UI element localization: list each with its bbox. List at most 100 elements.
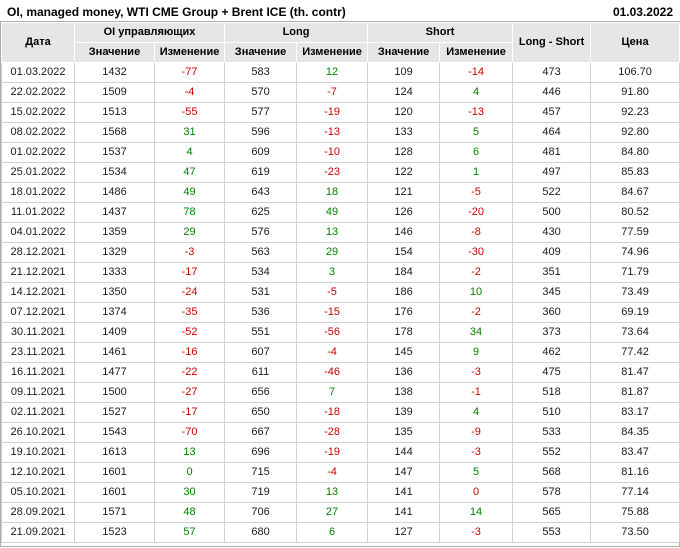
short-change-cell: -1 (439, 382, 514, 403)
long-value-cell: 551 (224, 322, 298, 343)
table-row: 09.11.2021 1500 -27 656 7 138 -1 518 81.87 (1, 382, 680, 403)
long-short-cell: 522 (512, 182, 592, 203)
long-change-cell: -28 (296, 422, 369, 443)
oi-change-cell: 13 (153, 442, 226, 463)
long-value-cell: 643 (224, 182, 298, 203)
long-value-cell: 563 (224, 242, 298, 263)
long-short-cell: 497 (512, 162, 592, 183)
short-change-cell: -3 (439, 362, 514, 383)
long-value-cell: 609 (224, 142, 298, 163)
column-header-date: Дата (1, 22, 75, 63)
long-short-cell: 518 (512, 382, 592, 403)
subheader-long-value: Значение (224, 42, 298, 63)
short-change-cell: 5 (439, 122, 514, 143)
oi-value-cell: 1350 (74, 282, 155, 303)
price-cell: 84.35 (590, 422, 680, 443)
price-cell: 73.64 (590, 322, 680, 343)
oi-change-cell: 0 (153, 462, 226, 483)
table-row: 15.02.2022 1513 -55 577 -19 120 -13 457 92.23 (1, 102, 680, 123)
long-change-cell: -18 (296, 402, 369, 423)
oi-change-cell: -55 (153, 102, 226, 123)
long-value-cell: 576 (224, 222, 298, 243)
table-row: 08.02.2022 1568 31 596 -13 133 5 464 92.80 (1, 122, 680, 143)
long-change-cell: 49 (296, 202, 369, 223)
date-cell: 21.12.2021 (1, 262, 75, 283)
short-change-cell: 34 (439, 322, 514, 343)
long-short-cell: 510 (512, 402, 592, 423)
oi-table: Дата OI управляющих Long Short Long - Sh… (1, 22, 680, 543)
table-row: 25.01.2022 1534 47 619 -23 122 1 497 85.83 (1, 162, 680, 183)
table-body: 01.03.2022 1432 -77 583 12 109 -14 473 106.70 22.… (1, 62, 680, 543)
short-change-cell: 10 (439, 282, 514, 303)
date-cell: 01.03.2022 (1, 62, 75, 83)
oi-change-cell: 57 (153, 522, 226, 543)
long-change-cell: -7 (296, 82, 369, 103)
short-change-cell: 6 (439, 142, 514, 163)
date-cell: 02.11.2021 (1, 402, 75, 423)
oi-value-cell: 1613 (74, 442, 155, 463)
long-value-cell: 680 (224, 522, 298, 543)
long-short-cell: 533 (512, 422, 592, 443)
table-row: 23.11.2021 1461 -16 607 -4 145 9 462 77.42 (1, 342, 680, 363)
long-short-cell: 568 (512, 462, 592, 483)
date-cell: 28.09.2021 (1, 502, 75, 523)
short-change-cell: 5 (439, 462, 514, 483)
title-bar: OI, managed money, WTI CME Group + Brent… (0, 0, 680, 21)
long-short-cell: 552 (512, 442, 592, 463)
long-change-cell: 29 (296, 242, 369, 263)
table-row: 01.02.2022 1537 4 609 -10 128 6 481 84.80 (1, 142, 680, 163)
date-cell: 08.02.2022 (1, 122, 75, 143)
long-short-cell: 409 (512, 242, 592, 263)
price-cell: 83.17 (590, 402, 680, 423)
short-value-cell: 124 (367, 82, 441, 103)
short-value-cell: 120 (367, 102, 441, 123)
table-row: 11.01.2022 1437 78 625 49 126 -20 500 80.52 (1, 202, 680, 223)
date-cell: 21.09.2021 (1, 522, 75, 543)
short-change-cell: -2 (439, 262, 514, 283)
short-value-cell: 139 (367, 402, 441, 423)
date-cell: 30.11.2021 (1, 322, 75, 343)
price-cell: 77.14 (590, 482, 680, 503)
table-row: 14.12.2021 1350 -24 531 -5 186 10 345 73.49 (1, 282, 680, 303)
long-change-cell: -4 (296, 462, 369, 483)
long-value-cell: 619 (224, 162, 298, 183)
subheader-oi-value: Значение (74, 42, 155, 63)
oi-change-cell: 31 (153, 122, 226, 143)
short-value-cell: 136 (367, 362, 441, 383)
price-cell: 91.80 (590, 82, 680, 103)
oi-value-cell: 1477 (74, 362, 155, 383)
short-value-cell: 128 (367, 142, 441, 163)
page-title: OI, managed money, WTI CME Group + Brent… (7, 4, 346, 19)
long-change-cell: 18 (296, 182, 369, 203)
short-change-cell: 0 (439, 482, 514, 503)
oi-change-cell: -22 (153, 362, 226, 383)
long-change-cell: -10 (296, 142, 369, 163)
table-row: 18.01.2022 1486 49 643 18 121 -5 522 84.67 (1, 182, 680, 203)
column-header-long-short: Long - Short (512, 22, 592, 63)
oi-value-cell: 1523 (74, 522, 155, 543)
subheader-oi-change: Изменение (153, 42, 226, 63)
long-change-cell: 7 (296, 382, 369, 403)
oi-change-cell: -70 (153, 422, 226, 443)
long-short-cell: 500 (512, 202, 592, 223)
table-row: 16.11.2021 1477 -22 611 -46 136 -3 475 81.47 (1, 362, 680, 383)
long-value-cell: 625 (224, 202, 298, 223)
date-cell: 09.11.2021 (1, 382, 75, 403)
oi-change-cell: -52 (153, 322, 226, 343)
short-value-cell: 135 (367, 422, 441, 443)
table-row: 04.01.2022 1359 29 576 13 146 -8 430 77.59 (1, 222, 680, 243)
oi-change-cell: -24 (153, 282, 226, 303)
oi-change-cell: 29 (153, 222, 226, 243)
long-short-cell: 457 (512, 102, 592, 123)
short-change-cell: -2 (439, 302, 514, 323)
price-cell: 92.23 (590, 102, 680, 123)
short-change-cell: -3 (439, 442, 514, 463)
table-row: 19.10.2021 1613 13 696 -19 144 -3 552 83.47 (1, 442, 680, 463)
oi-value-cell: 1409 (74, 322, 155, 343)
long-short-cell: 565 (512, 502, 592, 523)
oi-value-cell: 1486 (74, 182, 155, 203)
long-value-cell: 719 (224, 482, 298, 503)
table-row: 28.09.2021 1571 48 706 27 141 14 565 75.88 (1, 502, 680, 523)
long-short-cell: 553 (512, 522, 592, 543)
long-short-cell: 351 (512, 262, 592, 283)
